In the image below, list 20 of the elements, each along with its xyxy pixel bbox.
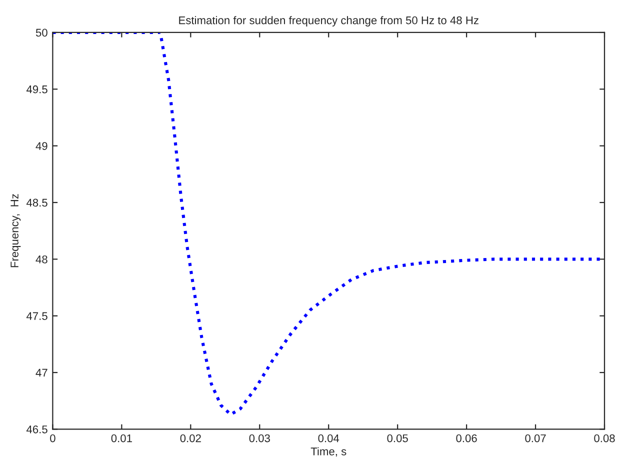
x-tick-label: 0.06 — [456, 434, 477, 442]
y-tick-label: 48 — [36, 255, 48, 264]
x-tick-label: 0.04 — [318, 434, 340, 442]
x-axis-title: Time, s — [310, 447, 346, 457]
y-tick-label: 49.5 — [26, 85, 48, 94]
y-tick-label: 47 — [36, 368, 48, 377]
x-tick-label: 0.02 — [180, 434, 201, 442]
y-tick-label: 50 — [36, 28, 48, 37]
x-tick-label: 0.08 — [594, 434, 615, 442]
chart-title: Estimation for sudden frequency change from 50 Hz to 48 Hz — [179, 16, 478, 26]
x-tick-label: 0.01 — [111, 434, 132, 442]
y-tick-label: 47.5 — [26, 312, 48, 320]
y-axis-title: Frequency, Hz — [10, 194, 21, 268]
x-tick-label: 0.05 — [387, 434, 408, 442]
x-tick-label: 0.03 — [249, 434, 270, 442]
x-tick-label: 0 — [50, 434, 56, 442]
y-tick-label: 48.5 — [26, 198, 48, 207]
x-tick-label: 0.07 — [525, 434, 546, 442]
y-tick-label: 49 — [36, 142, 48, 150]
y-tick-label: 46.5 — [26, 425, 48, 434]
